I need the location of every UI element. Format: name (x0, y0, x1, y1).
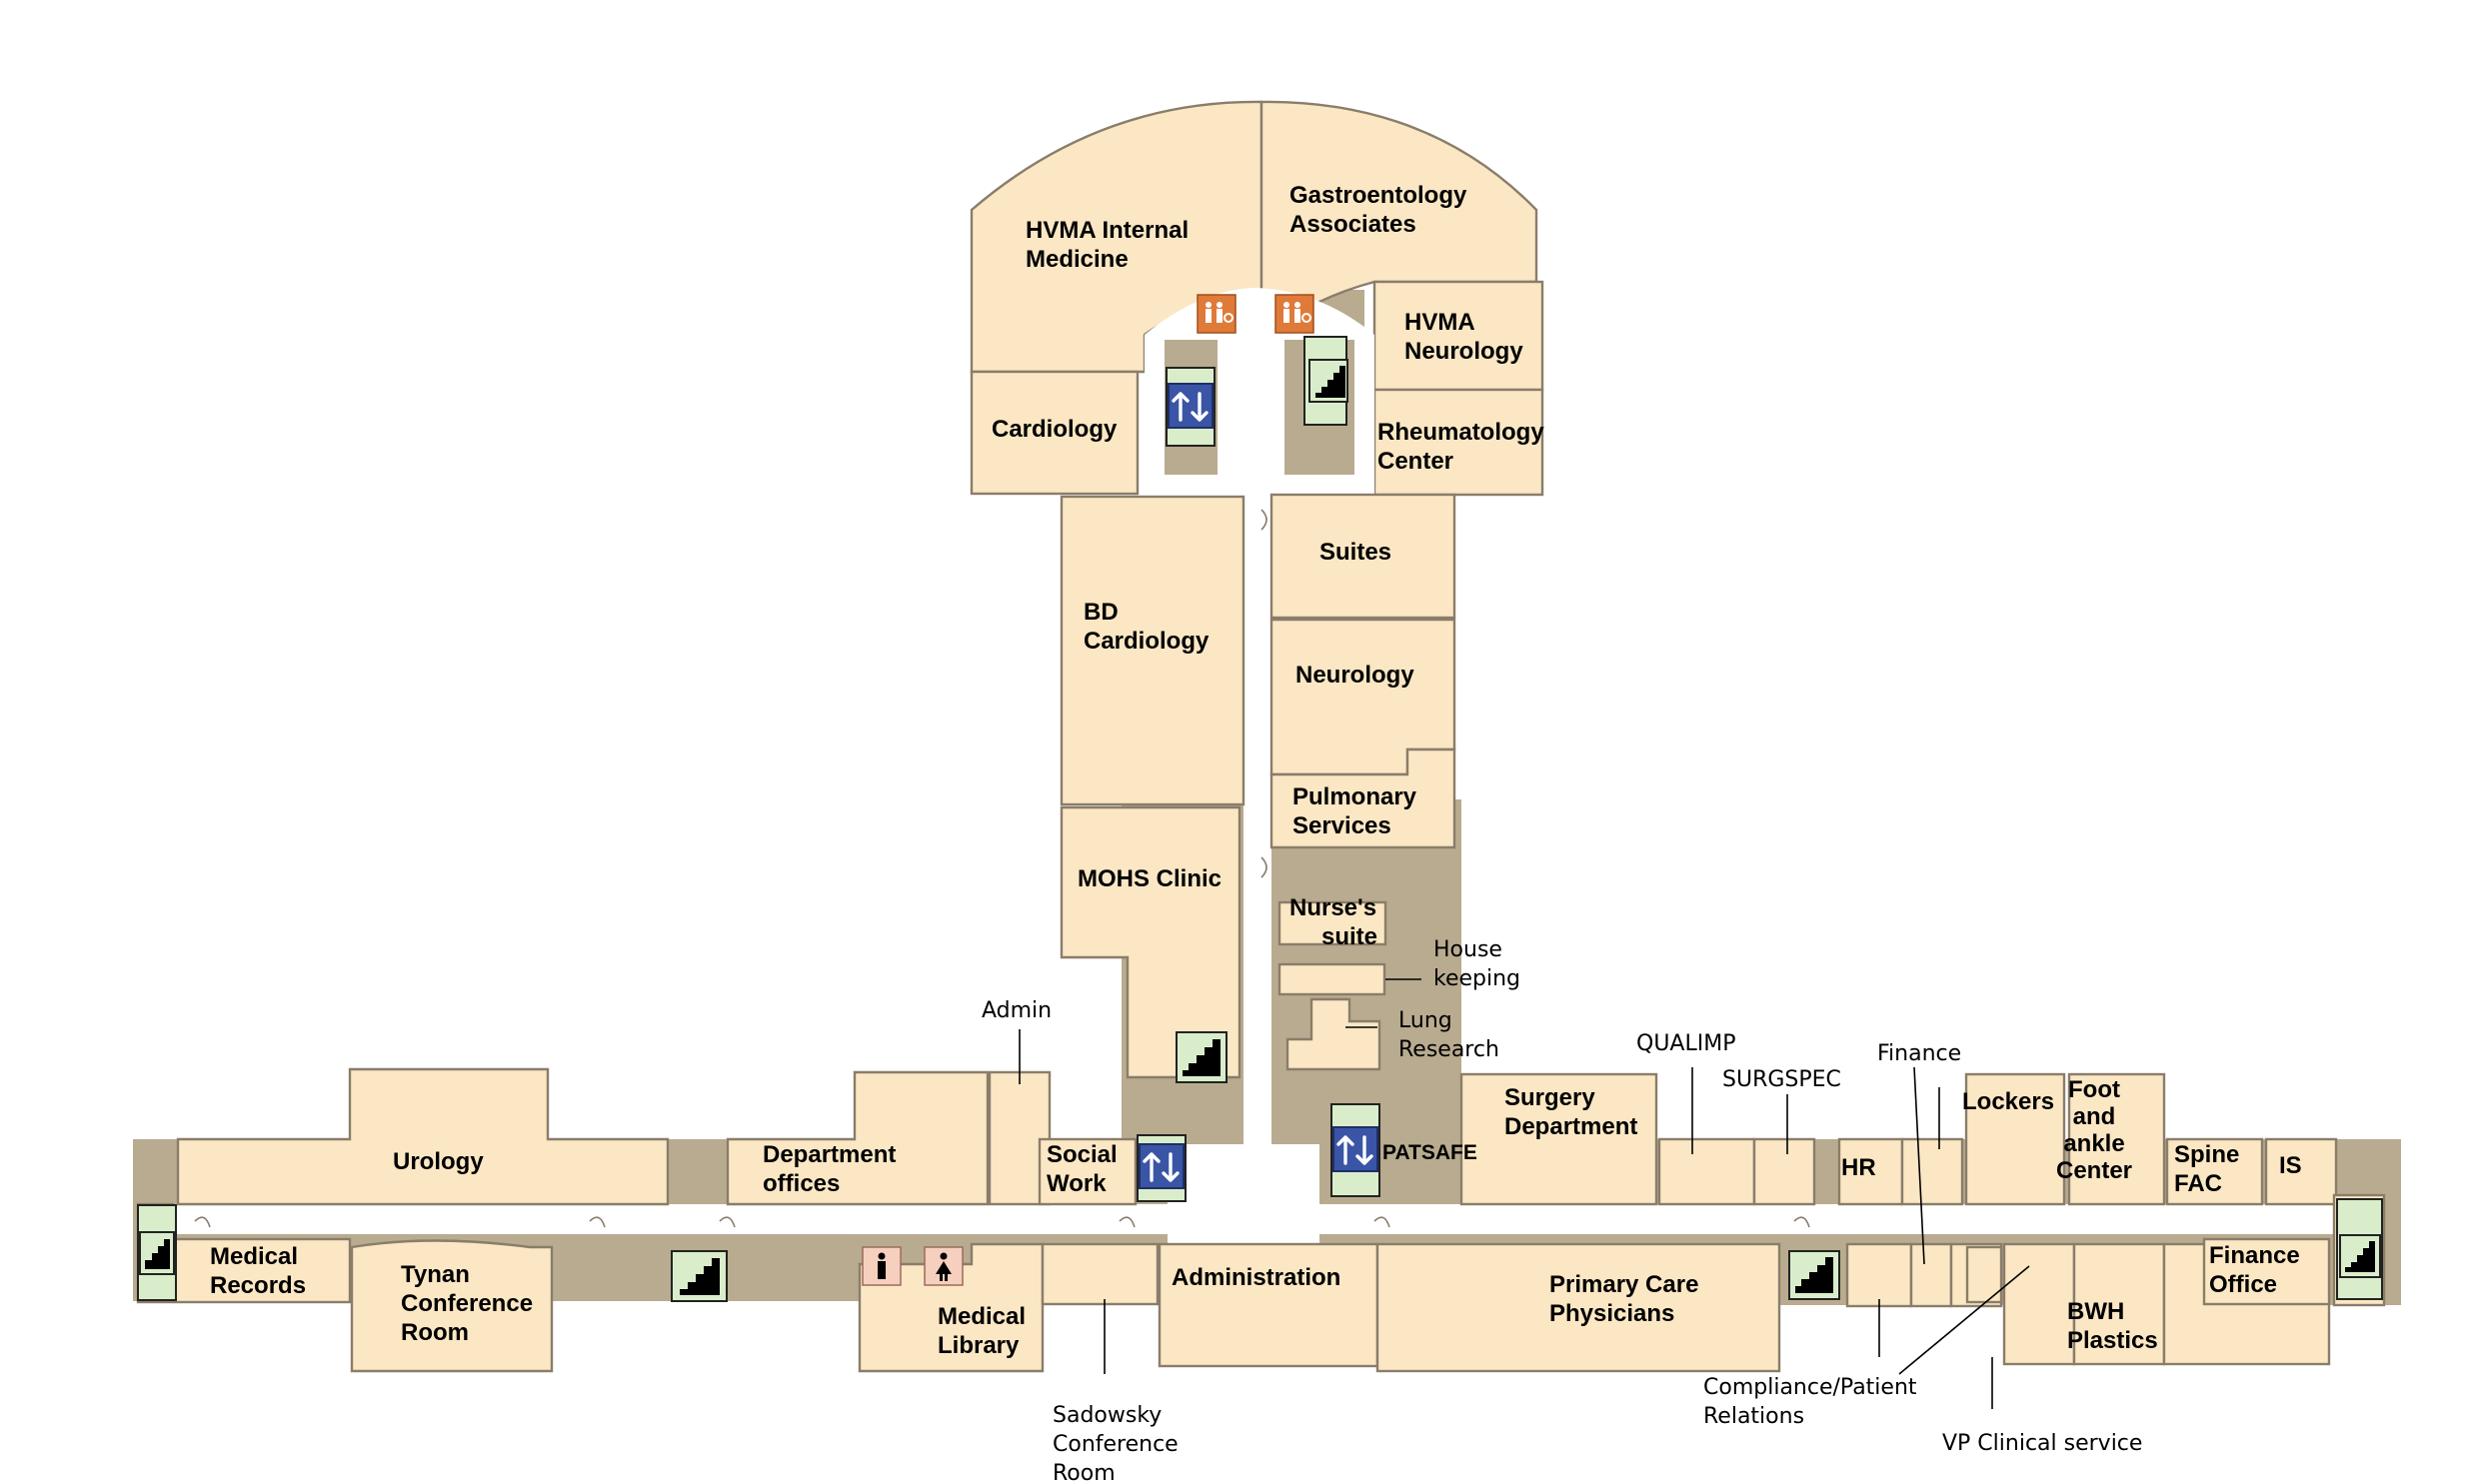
callout-qualimp[interactable]: QUALIMP (1636, 1031, 1735, 1056)
leader-lines (1019, 978, 2030, 1409)
room-is[interactable]: IS (2279, 1152, 2302, 1179)
room-nurses-suite[interactable]: Nurse's suite (1289, 894, 1377, 950)
callout-compliance[interactable]: Compliance/Patient Relations (1703, 1375, 1917, 1429)
room-urology[interactable]: Urology (393, 1148, 484, 1175)
room-foot-ankle[interactable]: Foot and ankle Center (2056, 1076, 2132, 1184)
room-primary-care[interactable]: Primary Care Physicians (1549, 1271, 1698, 1327)
room-suites[interactable]: Suites (1319, 539, 1391, 566)
elevator-icon[interactable] (1137, 1134, 1187, 1202)
west-wing (136, 1067, 1379, 1373)
room-medical-records[interactable]: Medical Records (210, 1243, 306, 1299)
room-social-work[interactable]: Social Work (1047, 1141, 1118, 1197)
stairs-icon[interactable] (1303, 336, 1348, 426)
room-hvma-neurology[interactable]: HVMA Neurology (1404, 309, 1523, 365)
room-administration[interactable]: Administration (1172, 1264, 1340, 1291)
stairs-icon[interactable] (671, 1250, 728, 1302)
callout-finance[interactable]: Finance (1877, 1041, 1961, 1066)
east-wing (1375, 1072, 2386, 1373)
room-labels: HVMA Internal Medicine Gastroentology Asso… (210, 182, 2302, 1359)
room-surgery-department[interactable]: Surgery Department (1504, 1084, 1637, 1140)
room-rheumatology[interactable]: Rheumatology Center (1377, 419, 1544, 475)
callout-lung-research[interactable]: Lung Research (1398, 1008, 1499, 1062)
room-medical-library[interactable]: Medical Library (938, 1303, 1026, 1359)
room-bwh-plastics[interactable]: BWH Plastics (2067, 1298, 2158, 1354)
room-lockers[interactable]: Lockers (1962, 1088, 2054, 1115)
stairs-icon[interactable] (1788, 1250, 1840, 1300)
mens-restroom-icon[interactable] (862, 1246, 902, 1286)
callout-admin[interactable]: Admin (982, 998, 1052, 1023)
room-tynan[interactable]: Tynan Conference Room (401, 1261, 533, 1346)
stairs-icon[interactable] (1176, 1031, 1228, 1083)
central-spine (1060, 493, 1456, 1079)
room-gastroenterology[interactable]: Gastroentology Associates (1289, 182, 1467, 238)
room-hvma-internal-medicine[interactable]: HVMA Internal Medicine (1026, 217, 1189, 273)
callout-sadowsky[interactable]: Sadowsky Conference Room (1053, 1403, 1179, 1484)
stairs-icon[interactable] (137, 1204, 177, 1301)
room-mohs-clinic[interactable]: MOHS Clinic (1078, 865, 1222, 892)
stairs-icons (137, 336, 2383, 1302)
room-patsafe[interactable]: PATSAFE (1382, 1141, 1477, 1164)
restroom-icons (862, 294, 1314, 1286)
room-hr[interactable]: HR (1841, 1154, 1876, 1181)
callout-labels: Admin House keeping Lung Research QUALIMP … (982, 937, 2142, 1484)
room-bd-cardiology[interactable]: BD Cardiology (1084, 599, 1210, 655)
door-swings (194, 509, 2365, 1228)
room-pulmonary[interactable]: Pulmonary Services (1292, 783, 1417, 839)
room-neurology[interactable]: Neurology (1295, 662, 1414, 689)
callout-housekeeping[interactable]: House keeping (1433, 937, 1520, 991)
accessible-restroom-icon[interactable] (1197, 294, 1237, 334)
room-cardiology[interactable]: Cardiology (992, 416, 1118, 443)
elevator-icon[interactable] (1330, 1103, 1380, 1197)
accessible-restroom-icon[interactable] (1274, 294, 1314, 334)
callout-surgspec[interactable]: SURGSPEC (1722, 1067, 1841, 1092)
callout-vp-clinical[interactable]: VP Clinical service (1942, 1431, 2142, 1456)
stairs-icon[interactable] (2336, 1198, 2383, 1300)
room-department-offices[interactable]: Department offices (763, 1141, 896, 1197)
elevator-icon[interactable] (1166, 367, 1216, 447)
room-spine-fac[interactable]: Spine FAC (2174, 1141, 2239, 1197)
elevator-icons (1137, 367, 1380, 1202)
womens-restroom-icon[interactable] (924, 1246, 964, 1286)
room-finance-office[interactable]: Finance Office (2209, 1242, 2300, 1298)
